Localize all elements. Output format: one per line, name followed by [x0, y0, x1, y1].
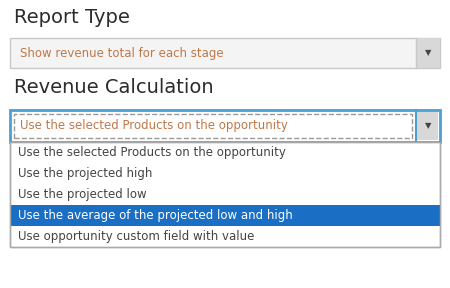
FancyBboxPatch shape: [10, 142, 440, 247]
FancyBboxPatch shape: [14, 114, 412, 138]
Text: Show revenue total for each stage: Show revenue total for each stage: [20, 46, 224, 60]
Text: Report Type: Report Type: [14, 8, 130, 27]
Text: Use the average of the projected low and high: Use the average of the projected low and…: [18, 209, 293, 222]
FancyBboxPatch shape: [10, 38, 440, 68]
Text: Use opportunity custom field with value: Use opportunity custom field with value: [18, 230, 254, 243]
FancyBboxPatch shape: [10, 110, 440, 142]
Text: Revenue Calculation: Revenue Calculation: [14, 78, 214, 97]
Text: ▼: ▼: [425, 48, 431, 58]
Text: Use the projected high: Use the projected high: [18, 167, 153, 180]
FancyBboxPatch shape: [416, 38, 440, 68]
Text: Use the selected Products on the opportunity: Use the selected Products on the opportu…: [18, 146, 286, 159]
Text: Use the projected low: Use the projected low: [18, 188, 147, 201]
FancyBboxPatch shape: [416, 112, 438, 140]
Text: Use the selected Products on the opportunity: Use the selected Products on the opportu…: [20, 120, 288, 132]
Text: ▼: ▼: [425, 122, 431, 130]
FancyBboxPatch shape: [10, 205, 440, 226]
